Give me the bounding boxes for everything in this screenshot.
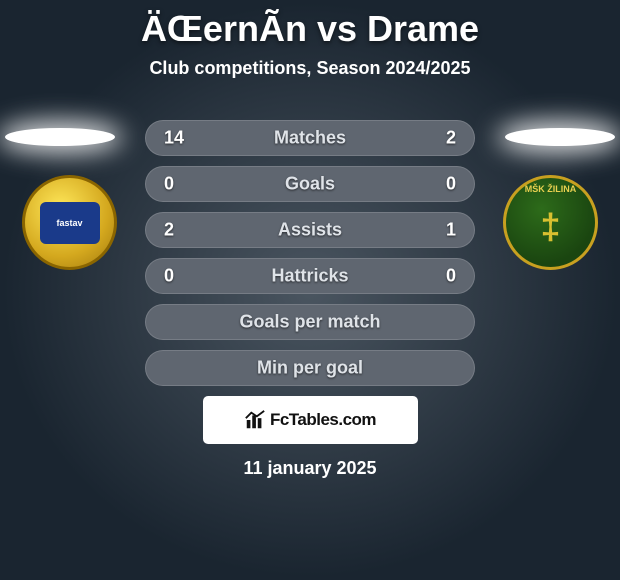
- spotlight-right: [505, 128, 615, 146]
- team-badge-right-label: MŠK ŽILINA: [506, 184, 595, 194]
- stat-row-assists: 2 Assists 1: [145, 212, 475, 248]
- date-label: 11 january 2025: [145, 458, 475, 479]
- stat-right-value: 0: [446, 266, 456, 287]
- team-badge-left-label: fastav: [40, 202, 100, 244]
- spotlight-left: [5, 128, 115, 146]
- stat-row-goals-per-match: Goals per match: [145, 304, 475, 340]
- stat-label: Matches: [274, 128, 346, 149]
- stat-left-value: 14: [164, 128, 184, 149]
- stat-row-hattricks: 0 Hattricks 0: [145, 258, 475, 294]
- stat-label: Goals: [285, 174, 335, 195]
- stat-row-matches: 14 Matches 2: [145, 120, 475, 156]
- stat-right-value: 2: [446, 128, 456, 149]
- stat-right-value: 0: [446, 174, 456, 195]
- chart-icon: [244, 409, 266, 431]
- stat-label: Assists: [278, 220, 342, 241]
- team-badge-right: MŠK ŽILINA ‡: [503, 175, 598, 270]
- stat-left-value: 2: [164, 220, 174, 241]
- comparison-card: ÄŒernÃ­n vs Drame Club competitions, Sea…: [0, 0, 620, 580]
- page-subtitle: Club competitions, Season 2024/2025: [0, 58, 620, 79]
- stat-row-goals: 0 Goals 0: [145, 166, 475, 202]
- page-title: ÄŒernÃ­n vs Drame: [0, 0, 620, 50]
- stats-list: 14 Matches 2 0 Goals 0 2 Assists 1 0 Hat…: [145, 120, 475, 479]
- stat-label: Goals per match: [239, 312, 380, 333]
- stat-label: Hattricks: [271, 266, 348, 287]
- stat-left-value: 0: [164, 174, 174, 195]
- stat-row-min-per-goal: Min per goal: [145, 350, 475, 386]
- team-badge-right-cross-icon: ‡: [540, 206, 560, 248]
- source-logo: FcTables.com: [203, 396, 418, 444]
- stat-label: Min per goal: [257, 358, 363, 379]
- source-logo-text: FcTables.com: [270, 410, 376, 430]
- stat-right-value: 1: [446, 220, 456, 241]
- team-badge-left: fastav: [22, 175, 117, 270]
- stat-left-value: 0: [164, 266, 174, 287]
